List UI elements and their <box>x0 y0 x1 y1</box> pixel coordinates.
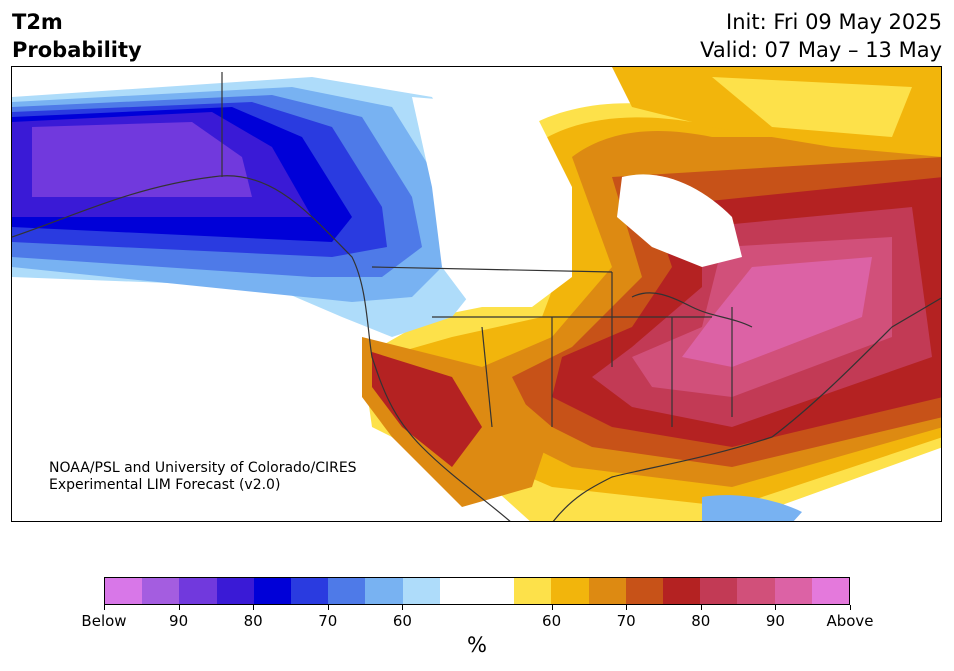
colorbar-segment <box>439 578 478 604</box>
colorbar-segment <box>328 578 366 604</box>
colorbar-segment <box>774 578 812 604</box>
above-band-8 <box>682 257 872 367</box>
credit-line-2: Experimental LIM Forecast (v2.0) <box>49 477 281 493</box>
colorbar-tickmark <box>253 605 255 610</box>
colorbar-tickmark <box>775 605 777 610</box>
title-quantity: Probability <box>12 38 142 62</box>
colorbar-segment <box>105 578 143 604</box>
colorbar-unit: % <box>467 633 487 657</box>
colorbar-segment <box>216 578 254 604</box>
colorbar-tick-label: 90 <box>765 612 785 630</box>
init-date: Init: Fri 09 May 2025 <box>726 10 942 34</box>
cuba-below <box>702 495 802 521</box>
colorbar-tick-label: 70 <box>318 612 338 630</box>
colorbar-segment <box>625 578 664 604</box>
map-title: T2m Probability <box>12 8 142 64</box>
colorbar-segment <box>551 578 589 604</box>
colorbar-tickmark <box>402 605 404 610</box>
near-normal-zone <box>412 97 572 307</box>
colorbar-segment <box>179 578 217 604</box>
colorbar-tick-label: 60 <box>542 612 562 630</box>
colorbar-segment <box>514 578 552 604</box>
colorbar-tickmark <box>104 605 105 610</box>
title-variable: T2m <box>12 10 63 34</box>
colorbar-segment <box>365 578 403 604</box>
credit-line-1: NOAA/PSL and University of Colorado/CIRE… <box>49 460 357 476</box>
colorbar-segment <box>588 578 626 604</box>
colorbar-segment <box>811 578 850 604</box>
north-above-2 <box>712 77 912 137</box>
colorbar-tick-label: 70 <box>616 612 636 630</box>
colorbar-tickmark <box>178 605 180 610</box>
colorbar-segment <box>700 578 738 604</box>
colorbar-tick-label: 80 <box>243 612 263 630</box>
probability-map: NOAA/PSL and University of Colorado/CIRE… <box>11 66 942 522</box>
southwest-above-2 <box>372 352 482 467</box>
colorbar-tick-label: 60 <box>392 612 412 630</box>
colorbar-tickmark <box>551 605 553 610</box>
valid-range: Valid: 07 May – 13 May <box>700 38 942 62</box>
colorbar-tick-label: 80 <box>691 612 711 630</box>
colorbar-segment <box>291 578 329 604</box>
colorbar-tickmark <box>626 605 628 610</box>
forecast-dates: Init: Fri 09 May 2025 Valid: 07 May – 13… <box>700 8 942 64</box>
colorbar-tickmark <box>850 605 851 610</box>
colorbar-segment <box>253 578 292 604</box>
colorbar-segment <box>663 578 701 604</box>
colorbar-tick-label: Below <box>81 612 127 630</box>
colorbar <box>104 577 850 605</box>
colorbar-segment <box>477 578 515 604</box>
colorbar-segment <box>142 578 180 604</box>
colorbar-tick-label: Above <box>826 612 874 630</box>
colorbar-tickmark <box>700 605 702 610</box>
colorbar-tickmark <box>327 605 329 610</box>
below-band-7 <box>32 122 252 197</box>
borders <box>12 72 941 521</box>
colorbar-tick-label: 90 <box>169 612 189 630</box>
credit-text: NOAA/PSL and University of Colorado/CIRE… <box>49 460 357 494</box>
map-canvas <box>12 67 941 521</box>
colorbar-segment <box>737 578 775 604</box>
hudson-bay <box>617 174 742 267</box>
colorbar-segment <box>402 578 440 604</box>
